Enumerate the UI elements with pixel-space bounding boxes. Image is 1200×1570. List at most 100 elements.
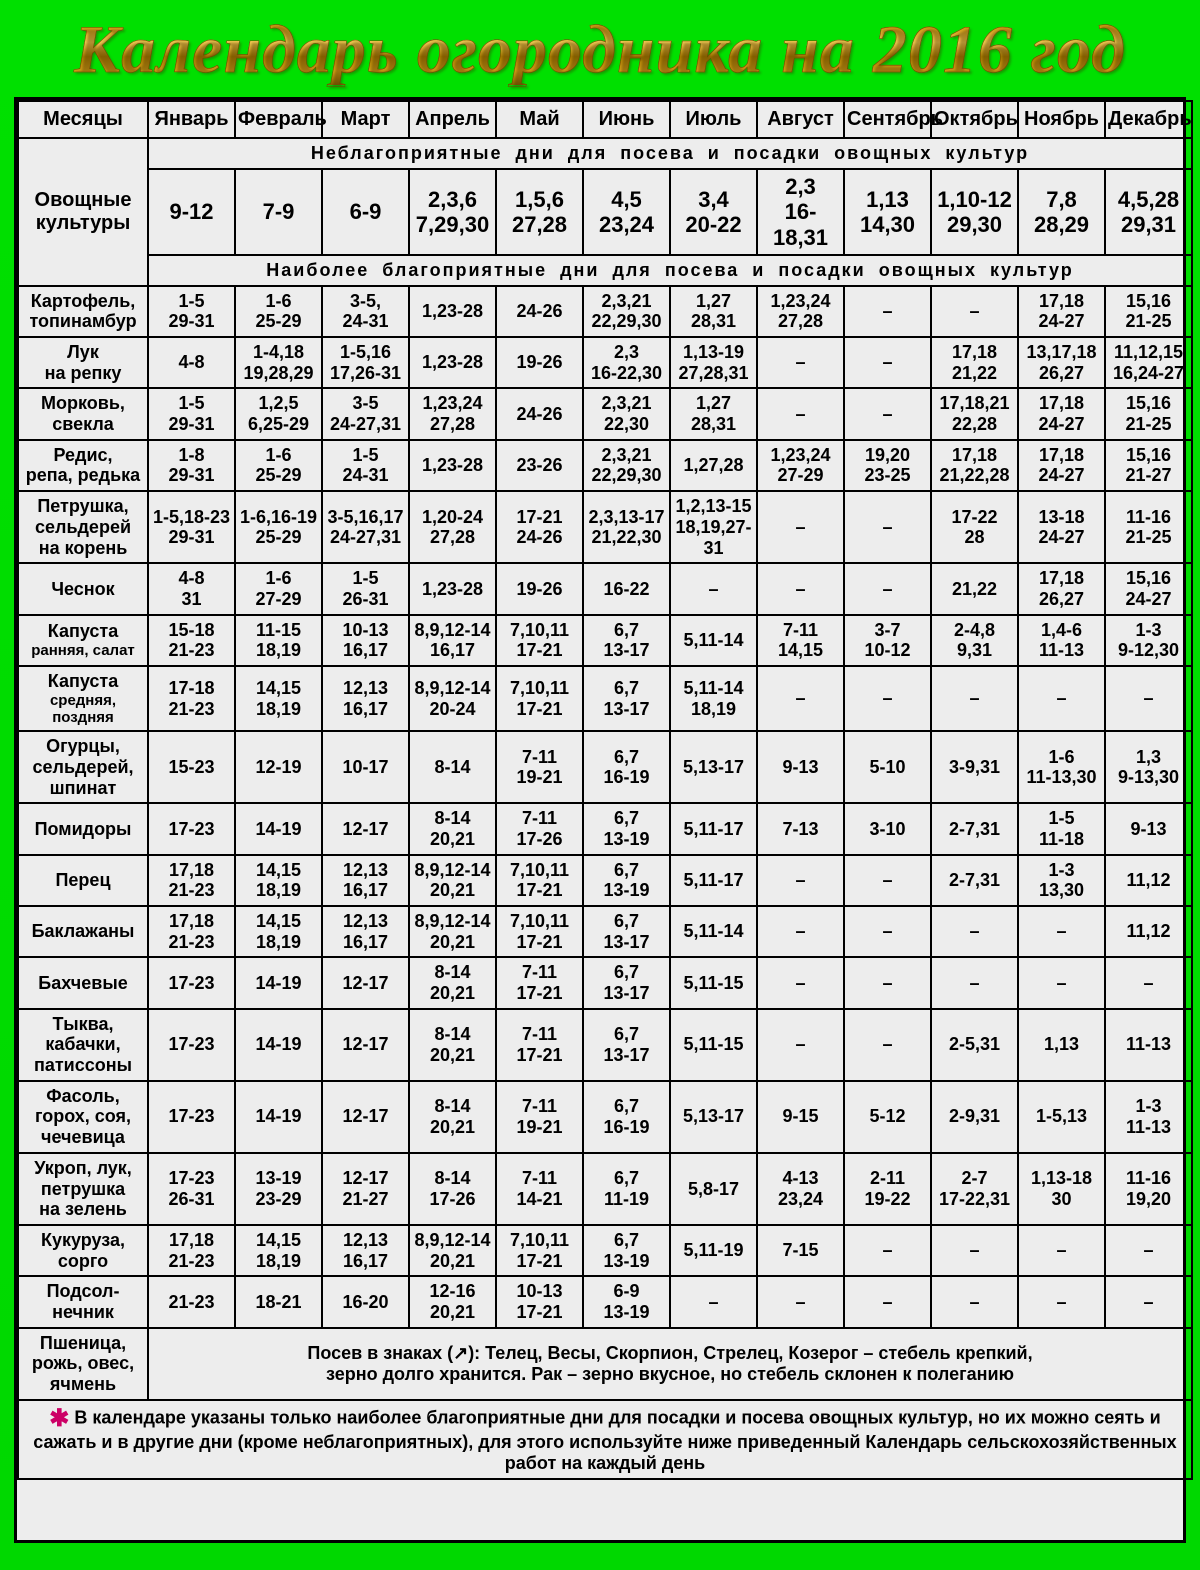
bad-day-cell: 7,828,29: [1018, 169, 1105, 255]
day-cell: 1,4-611-13: [1018, 615, 1105, 666]
month-col: Июнь: [583, 101, 670, 138]
day-cell: 5,11-1418,19: [670, 666, 757, 731]
crop-name: Картофель,топинамбур: [18, 286, 148, 337]
bad-day-cell: 9-12: [148, 169, 235, 255]
page-frame: Календарь огородника на 2016 год Месяцы …: [0, 0, 1200, 1570]
day-cell: 7-13: [757, 803, 844, 854]
day-cell: 17,1826,27: [1018, 563, 1105, 614]
day-cell: –: [1018, 957, 1105, 1008]
day-cell: 6,713-19: [583, 803, 670, 854]
bad-day-cell: 1,10-1229,30: [931, 169, 1018, 255]
day-cell: 7-1117-26: [496, 803, 583, 854]
day-cell: –: [1105, 957, 1192, 1008]
table-row: Перец17,1821-2314,1518,1912,1316,178,9,1…: [18, 855, 1192, 906]
day-cell: 2-4,89,31: [931, 615, 1018, 666]
day-cell: 1-611-13,30: [1018, 731, 1105, 803]
bad-day-cell: 3,420-22: [670, 169, 757, 255]
day-cell: 7-1114,15: [757, 615, 844, 666]
day-cell: 2,3,13-1721,22,30: [583, 491, 670, 563]
table-head: Месяцы Январь Февраль Март Апрель Май Ию…: [18, 101, 1192, 138]
day-cell: –: [670, 1276, 757, 1327]
day-cell: 17,1824-27: [1018, 286, 1105, 337]
day-cell: 7-1117-21: [496, 1009, 583, 1081]
month-col: Март: [322, 101, 409, 138]
day-cell: –: [844, 286, 931, 337]
day-cell: –: [670, 563, 757, 614]
day-cell: 14,1518,19: [235, 1225, 322, 1276]
day-cell: 1-313,30: [1018, 855, 1105, 906]
day-cell: 8,9,12-1420-24: [409, 666, 496, 731]
crop-name: Чеснок: [18, 563, 148, 614]
table-body: Овощныекультуры Неблагоприятные дни для …: [18, 138, 1192, 1478]
day-cell: 17,1824-27: [1018, 440, 1105, 491]
day-cell: 1,13: [1018, 1009, 1105, 1081]
day-cell: 6,713-17: [583, 666, 670, 731]
crop-name: Петрушка,сельдерейна корень: [18, 491, 148, 563]
day-cell: 17,18,2122,28: [931, 388, 1018, 439]
day-cell: 18-21: [235, 1276, 322, 1327]
day-cell: 2-1119-22: [844, 1153, 931, 1225]
day-cell: 1,23-28: [409, 337, 496, 388]
day-cell: –: [844, 666, 931, 731]
day-cell: 11-13: [1105, 1009, 1192, 1081]
table-row: Морковь,свекла1-529-311,2,56,25-293-524-…: [18, 388, 1192, 439]
day-cell: –: [844, 906, 931, 957]
table-row: Укроп, лук,петрушкана зелень17-2326-3113…: [18, 1153, 1192, 1225]
day-cell: 5,11-17: [670, 855, 757, 906]
day-cell: 1,2728,31: [670, 286, 757, 337]
day-cell: 17,1821,22,28: [931, 440, 1018, 491]
months-header-row: Месяцы Январь Февраль Март Апрель Май Ию…: [18, 101, 1192, 138]
day-cell: 15,1621-25: [1105, 388, 1192, 439]
bad-day-cell: 1,5,627,28: [496, 169, 583, 255]
day-cell: –: [1105, 1276, 1192, 1327]
day-cell: 10-1316,17: [322, 615, 409, 666]
day-cell: 21,22: [931, 563, 1018, 614]
day-cell: 11,12: [1105, 906, 1192, 957]
day-cell: 5,13-17: [670, 731, 757, 803]
day-cell: 7,10,1117-21: [496, 666, 583, 731]
day-cell: 2-7,31: [931, 803, 1018, 854]
day-cell: 11,12,1516,24-27: [1105, 337, 1192, 388]
crop-name: Лукна репку: [18, 337, 148, 388]
day-cell: 13,17,1826,27: [1018, 337, 1105, 388]
day-cell: 12,1316,17: [322, 1225, 409, 1276]
table-row: Тыква,кабачки,патиссоны17-2314-1912-178-…: [18, 1009, 1192, 1081]
day-cell: 12-17: [322, 1009, 409, 1081]
day-cell: 6,713-17: [583, 957, 670, 1008]
day-cell: 6,716-19: [583, 731, 670, 803]
day-cell: 1-39-12,30: [1105, 615, 1192, 666]
day-cell: 1,23,2427-29: [757, 440, 844, 491]
day-cell: 1,23-28: [409, 440, 496, 491]
table-row: Помидоры17-2314-1912-178-1420,217-1117-2…: [18, 803, 1192, 854]
day-cell: –: [844, 1276, 931, 1327]
day-cell: –: [1018, 1225, 1105, 1276]
bad-day-cell: 4,5,2829,31: [1105, 169, 1192, 255]
bad-days-row: 9-127-96-92,3,67,29,301,5,627,284,523,24…: [18, 169, 1192, 255]
crop-name: Перец: [18, 855, 148, 906]
day-cell: –: [931, 957, 1018, 1008]
day-cell: 8-1420,21: [409, 957, 496, 1008]
crop-name: Фасоль,горох, соя,чечевица: [18, 1081, 148, 1153]
day-cell: 1-526-31: [322, 563, 409, 614]
day-cell: 3-5,16,1724-27,31: [322, 491, 409, 563]
day-cell: 5,11-15: [670, 957, 757, 1008]
day-cell: 1-311-13: [1105, 1081, 1192, 1153]
day-cell: 1-529-31: [148, 286, 235, 337]
day-cell: 1,2728,31: [670, 388, 757, 439]
bad-day-cell: 2,3,67,29,30: [409, 169, 496, 255]
crop-name: Пшеница,рожь, овес,ячмень: [18, 1328, 148, 1400]
month-col: Октябрь: [931, 101, 1018, 138]
day-cell: 7-15: [757, 1225, 844, 1276]
day-cell: –: [757, 1276, 844, 1327]
day-cell: –: [1018, 1276, 1105, 1327]
month-col: Декабрь: [1105, 101, 1192, 138]
day-cell: 23-26: [496, 440, 583, 491]
day-cell: 1-6,16-1925-29: [235, 491, 322, 563]
bad-day-cell: 6-9: [322, 169, 409, 255]
table-row: Картофель,топинамбур1-529-311-625-293-5,…: [18, 286, 1192, 337]
day-cell: 14-19: [235, 803, 322, 854]
day-cell: 14,1518,19: [235, 855, 322, 906]
day-cell: 2,3,2122,29,30: [583, 286, 670, 337]
day-cell: 1-627-29: [235, 563, 322, 614]
day-cell: 1-511-18: [1018, 803, 1105, 854]
